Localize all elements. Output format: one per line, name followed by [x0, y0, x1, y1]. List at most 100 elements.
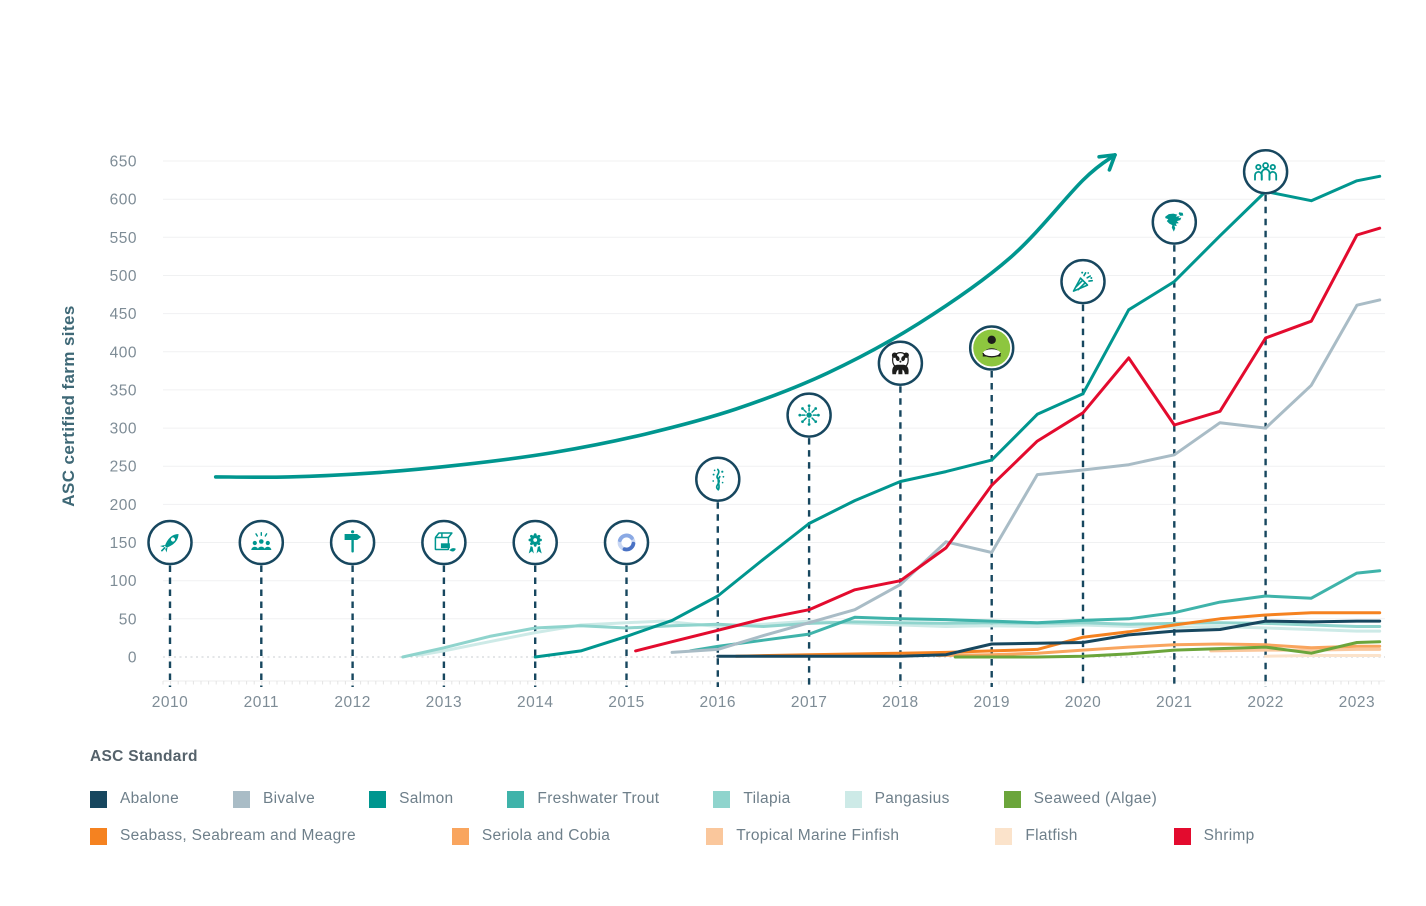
- x-tick-label-2023: 2023: [1339, 694, 1375, 711]
- party-popper-icon: [1072, 271, 1093, 292]
- legend-label: Seaweed (Algae): [1033, 790, 1158, 807]
- x-tick-label-2014: 2014: [517, 694, 553, 711]
- series-line-tilapia: [401, 620, 1382, 659]
- x-tick-label-2011: 2011: [244, 694, 279, 711]
- rocket-icon: [160, 534, 179, 553]
- x-tick-label-2017: 2017: [791, 694, 827, 711]
- series-line-freshwater-trout: [688, 569, 1382, 653]
- legend-swatch: [90, 827, 107, 845]
- x-tick-label-2015: 2015: [608, 694, 644, 711]
- legend: ASC Standard Abalone Bivalve Salmon Freshwa…: [90, 748, 1390, 845]
- series-line-seriola-and-cobia: [935, 642, 1382, 657]
- y-tick-label-500: 500: [110, 268, 137, 285]
- milestone-2012: [329, 519, 376, 566]
- x-tick-label-2021: 2021: [1156, 694, 1192, 711]
- y-tick-label-200: 200: [110, 497, 137, 514]
- signpost-icon: [344, 530, 362, 553]
- legend-row-1: Abalone Bivalve Salmon Freshwater Trout Tila…: [90, 790, 1390, 808]
- milestone-2013: [421, 519, 467, 566]
- trend-arrow-head: [1097, 153, 1117, 172]
- milestone-2011: [238, 519, 285, 566]
- milestone-2022: [1242, 148, 1289, 195]
- legend-item-seriola-and-cobia: Seriola and Cobia: [451, 827, 611, 845]
- legend-label: Tilapia: [743, 790, 791, 807]
- audience-icon: [251, 531, 272, 550]
- award-icon: [528, 533, 542, 554]
- milestone-2018: [877, 340, 924, 386]
- legend-label: Tropical Marine Finfish: [736, 827, 900, 844]
- milestone-circle: [421, 519, 467, 566]
- y-axis-title: ASC certified farm sites: [59, 305, 78, 506]
- y-tick-label-550: 550: [110, 230, 137, 247]
- legend-swatch: [369, 790, 387, 808]
- x-tick-label-2010: 2010: [152, 694, 188, 711]
- series-line-seaweed-algae: [953, 640, 1382, 659]
- legend-label: Shrimp: [1203, 827, 1255, 844]
- farmer-icon: [973, 329, 1011, 367]
- legend-item-flatfish: Flatfish: [995, 827, 1077, 845]
- milestone-circle: [877, 340, 924, 386]
- legend-label: Freshwater Trout: [537, 790, 660, 807]
- milestone-2017: [786, 392, 832, 438]
- series-line-bivalve: [670, 298, 1382, 654]
- y-tick-label-300: 300: [110, 421, 137, 438]
- legend-item-tropical-marine-finfish: Tropical Marine Finfish: [706, 827, 899, 845]
- legend-swatch: [706, 827, 724, 845]
- legend-label: Seabass, Seabream and Meagre: [120, 827, 356, 844]
- y-tick-label-150: 150: [110, 535, 137, 552]
- legend-swatch: [713, 790, 731, 808]
- x-tick-label-2012: 2012: [334, 694, 370, 711]
- legend-item-salmon: Salmon: [369, 790, 453, 808]
- legend-label: Seriola and Cobia: [481, 827, 611, 844]
- series-line-shrimp: [634, 226, 1382, 653]
- legend-label: Abalone: [120, 790, 179, 807]
- north-america-icon: [1165, 212, 1184, 232]
- milestone-2019: [968, 325, 1015, 371]
- legend-item-bivalve: Bivalve: [232, 790, 315, 808]
- y-tick-label-650: 650: [110, 154, 137, 171]
- panda-icon: [891, 352, 909, 375]
- series-line-tropical-marine-finfish: [1209, 647, 1382, 653]
- ring-icon: [617, 533, 636, 552]
- series-line-seabass-seabream-and-meagre: [734, 611, 1382, 658]
- trend-arrow: [213, 153, 1117, 480]
- legend-swatch: [1003, 790, 1021, 808]
- legend-row-2: Seabass, Seabream and Meagre Seriola and …: [90, 827, 1390, 845]
- x-tick-label-2016: 2016: [700, 694, 736, 711]
- line-chart: 0 50 100 150 200 250 300 350 400 450 500 550 600 650 2…: [59, 148, 1385, 711]
- legend-item-seaweed-algae: Seaweed (Algae): [1003, 790, 1158, 808]
- y-tick-label-0: 0: [128, 650, 137, 667]
- series-line-abalone: [716, 619, 1382, 658]
- milestone-2014: [512, 519, 558, 566]
- x-tick-label-2022: 2022: [1247, 694, 1283, 711]
- legend-item-abalone: Abalone: [90, 790, 179, 808]
- y-tick-label-600: 600: [110, 192, 137, 209]
- y-tick-label-250: 250: [110, 459, 137, 476]
- legend-label: Salmon: [399, 790, 454, 807]
- milestone-circle: [603, 519, 650, 566]
- milestone-2010: [147, 519, 193, 566]
- series-line-flatfish: [1264, 654, 1382, 658]
- legend-swatch: [844, 790, 862, 808]
- legend-item-pangasius: Pangasius: [844, 790, 950, 808]
- x-tick-label-2018: 2018: [882, 694, 918, 711]
- legend-swatch: [90, 790, 107, 808]
- y-tick-label-50: 50: [119, 611, 137, 628]
- milestone-2015: [603, 519, 650, 566]
- package-icon: [434, 532, 456, 552]
- legend-item-seabass-seabream-and-meagre: Seabass, Seabream and Meagre: [90, 827, 356, 845]
- legend-item-freshwater-trout: Freshwater Trout: [507, 790, 659, 808]
- milestone-circle: [1242, 148, 1289, 195]
- seaweed-icon: [712, 468, 725, 491]
- milestone-2020: [1060, 258, 1106, 305]
- legend-swatch: [995, 827, 1013, 845]
- legend-item-shrimp: Shrimp: [1173, 827, 1255, 845]
- x-tick-label-2019: 2019: [973, 694, 1009, 711]
- legend-swatch: [507, 790, 525, 808]
- milestone-2016: [695, 456, 741, 502]
- team-icon: [1254, 162, 1278, 181]
- y-tick-label-450: 450: [110, 306, 137, 323]
- x-tick-label-2013: 2013: [426, 694, 462, 711]
- legend-swatch: [1173, 827, 1191, 845]
